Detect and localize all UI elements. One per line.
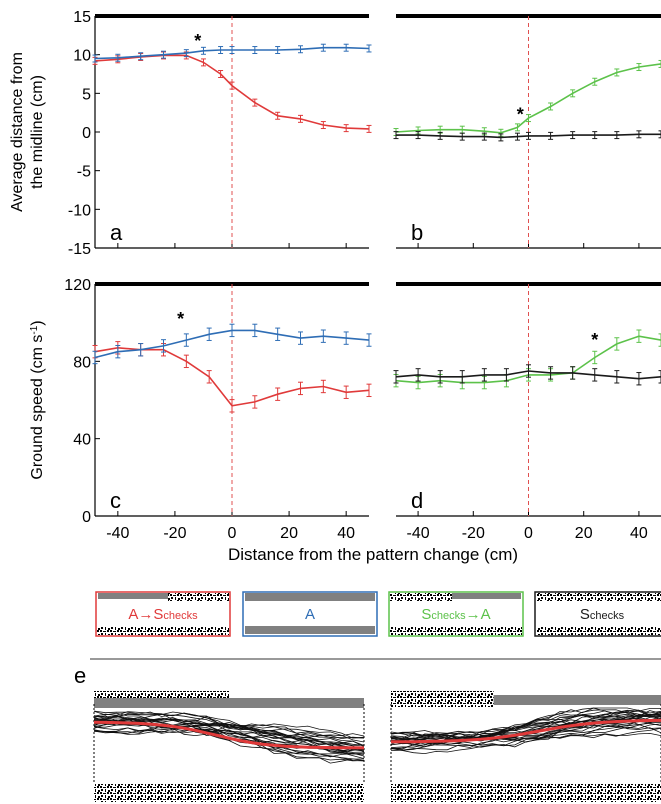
legend-item-s_to_a: Schecks→A <box>388 591 524 637</box>
series-line-black <box>396 133 661 139</box>
trajectory <box>93 711 365 743</box>
legend-label: Schecks→A <box>421 606 490 623</box>
checks-texture <box>94 691 229 698</box>
top-y-axis-title: Average distance from the midline (cm) <box>9 52 46 212</box>
trajectory <box>390 707 661 740</box>
y-tick-label: 5 <box>82 86 91 103</box>
y-tick-label: 0 <box>82 125 91 142</box>
y-tick-label: 0 <box>82 509 91 526</box>
trajectory-panel-left <box>93 691 365 802</box>
y-tick-label: 10 <box>73 48 91 65</box>
legend-item-a: A <box>242 591 378 637</box>
x-tick-label: -40 <box>106 525 129 542</box>
panel-d: -40 -20 0 20 40 * d <box>393 282 661 542</box>
svg-text:the midline (cm): the midline (cm) <box>29 75 46 189</box>
panel-label-d: d <box>411 488 423 513</box>
checks-texture <box>391 784 661 802</box>
trajectory <box>390 713 661 740</box>
trajectory <box>93 726 365 760</box>
y-tick-label: 15 <box>73 9 91 26</box>
panel-e <box>93 691 661 802</box>
x-tick-label: 40 <box>337 525 355 542</box>
mean-trajectory <box>93 720 365 750</box>
trajectory <box>390 716 661 745</box>
x-tick-label: 0 <box>524 525 533 542</box>
y-tick-label: -5 <box>77 164 91 181</box>
trajectory <box>93 715 365 749</box>
checks-texture <box>94 784 364 802</box>
significance-star: * <box>591 330 598 350</box>
checks-texture <box>390 627 522 635</box>
y-tick-label: 80 <box>73 354 91 371</box>
significance-star: * <box>517 105 524 125</box>
x-tick-label: -40 <box>407 525 430 542</box>
y-tick-label: -10 <box>68 202 91 219</box>
series-line-blue <box>94 46 370 60</box>
panel-label-a: a <box>110 220 123 245</box>
trajectory <box>93 711 365 737</box>
panel-a: 15 10 5 0 -5 -10 -15 * a <box>68 9 372 258</box>
legend-label: A <box>305 606 315 623</box>
trajectory <box>93 726 365 762</box>
panel-label-e: e <box>74 663 86 688</box>
y-tick-label: -15 <box>68 241 91 258</box>
panel-label-c: c <box>110 488 121 513</box>
series-line-green <box>395 63 661 134</box>
x-axis-title: Distance from the pattern change (cm) <box>228 545 518 564</box>
mid-y-axis-title: Ground speed (cm s-1) <box>29 320 47 479</box>
panel-b: *b <box>393 14 661 249</box>
checks-texture <box>168 593 229 601</box>
x-tick-label: 40 <box>630 525 648 542</box>
legend-label: Schecks <box>580 606 625 623</box>
y-tick-label: 40 <box>73 432 91 449</box>
checks-texture <box>536 593 661 601</box>
checks-texture <box>97 627 229 635</box>
x-tick-label: 20 <box>280 525 298 542</box>
significance-star: * <box>177 309 184 329</box>
significance-star: * <box>194 31 201 51</box>
y-tick-label: 120 <box>64 277 91 294</box>
checks-texture <box>390 593 452 601</box>
legend-item-a_to_s: A→Schecks <box>95 591 231 637</box>
x-tick-label: -20 <box>462 525 485 542</box>
x-tick-label: 0 <box>228 525 237 542</box>
svg-text:Average distance from: Average distance from <box>9 52 26 212</box>
panel-label-b: b <box>411 220 423 245</box>
x-tick-label: -20 <box>163 525 186 542</box>
legend-label: A→Schecks <box>128 606 198 623</box>
trajectory <box>93 715 365 746</box>
x-tick-label: 20 <box>575 525 593 542</box>
checks-texture <box>536 627 661 635</box>
checks-texture <box>391 691 494 707</box>
panel-c: 120 80 40 0 -40 -20 0 20 40 * c <box>64 277 372 542</box>
legend-item-s: Schecks <box>534 591 661 637</box>
trajectory <box>390 707 661 738</box>
trajectory-panel-right <box>390 691 661 802</box>
mean-trajectory <box>391 718 661 744</box>
legend: A→Schecks A Schecks→A Schecks <box>95 591 661 637</box>
